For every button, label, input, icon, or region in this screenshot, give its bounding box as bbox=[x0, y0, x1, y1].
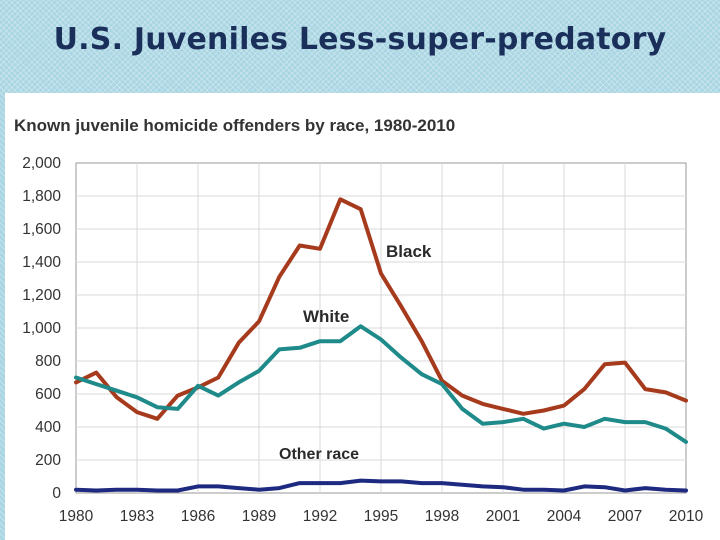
series-line-white bbox=[74, 324, 688, 444]
x-tick-label: 1989 bbox=[242, 508, 276, 525]
y-tick-label: 600 bbox=[35, 386, 61, 403]
y-tick-label: 400 bbox=[35, 419, 61, 436]
series-label-black: Black bbox=[386, 242, 432, 261]
y-tick-label: 800 bbox=[35, 353, 61, 370]
x-tick-label: 2010 bbox=[669, 508, 704, 525]
y-tick-label: 1,600 bbox=[22, 221, 61, 238]
series-group bbox=[74, 197, 688, 493]
title-band bbox=[0, 0, 720, 93]
y-axis: 0 200 400 600 800 1,000 1,200 1,400 1,600 1,800 2,… bbox=[22, 155, 61, 502]
left-frame-border bbox=[0, 93, 5, 540]
y-tick-label: 200 bbox=[35, 452, 61, 469]
x-tick-label: 1992 bbox=[303, 508, 337, 525]
series-line-black bbox=[74, 197, 688, 421]
line-chart: Known juvenile homicide offenders by rac… bbox=[14, 116, 704, 525]
series-label-other-race: Other race bbox=[279, 446, 359, 463]
x-tick-label: 1995 bbox=[364, 508, 398, 525]
x-tick-label: 1986 bbox=[181, 508, 215, 525]
x-tick-label: 2004 bbox=[547, 508, 582, 525]
y-tick-label: 1,400 bbox=[22, 254, 61, 271]
x-tick-label: 1998 bbox=[425, 508, 459, 525]
y-tick-label: 0 bbox=[52, 485, 61, 502]
series-line-other-race bbox=[74, 478, 688, 493]
series-label-white: White bbox=[303, 307, 349, 326]
y-tick-label: 1,800 bbox=[22, 188, 61, 205]
x-tick-label: 1983 bbox=[120, 508, 154, 525]
y-tick-label: 1,200 bbox=[22, 287, 61, 304]
x-tick-label: 2001 bbox=[486, 508, 520, 525]
slide-title: U.S. Juveniles Less-super-predatory bbox=[53, 22, 667, 57]
x-tick-label: 1980 bbox=[59, 508, 94, 525]
y-tick-label: 2,000 bbox=[22, 155, 61, 172]
y-tick-label: 1,000 bbox=[22, 320, 61, 337]
x-axis: 1980 1983 1986 1989 1992 1995 1998 2001 2004 2007… bbox=[59, 508, 704, 525]
x-tick-label: 2007 bbox=[608, 508, 642, 525]
grid-lines bbox=[76, 163, 686, 493]
chart-title: Known juvenile homicide offenders by rac… bbox=[14, 116, 455, 135]
